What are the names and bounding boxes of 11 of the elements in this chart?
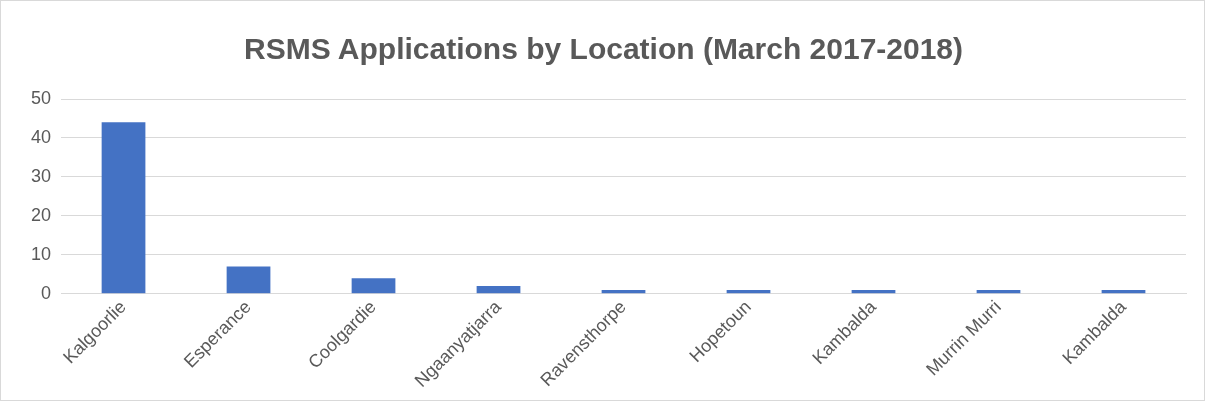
y-tick-label: 10 <box>30 243 52 264</box>
bar <box>226 266 271 294</box>
y-tick-label: 50 <box>30 87 52 108</box>
y-tick-label: 30 <box>30 165 52 186</box>
chart-title: RSMS Applications by Location (March 2017-2018) <box>243 32 964 66</box>
y-tick-label: 40 <box>30 126 52 147</box>
bar <box>101 122 146 294</box>
bar <box>351 278 396 294</box>
y-tick-label: 20 <box>30 204 52 225</box>
y-tick-label: 0 <box>41 282 52 303</box>
bar <box>476 285 521 294</box>
